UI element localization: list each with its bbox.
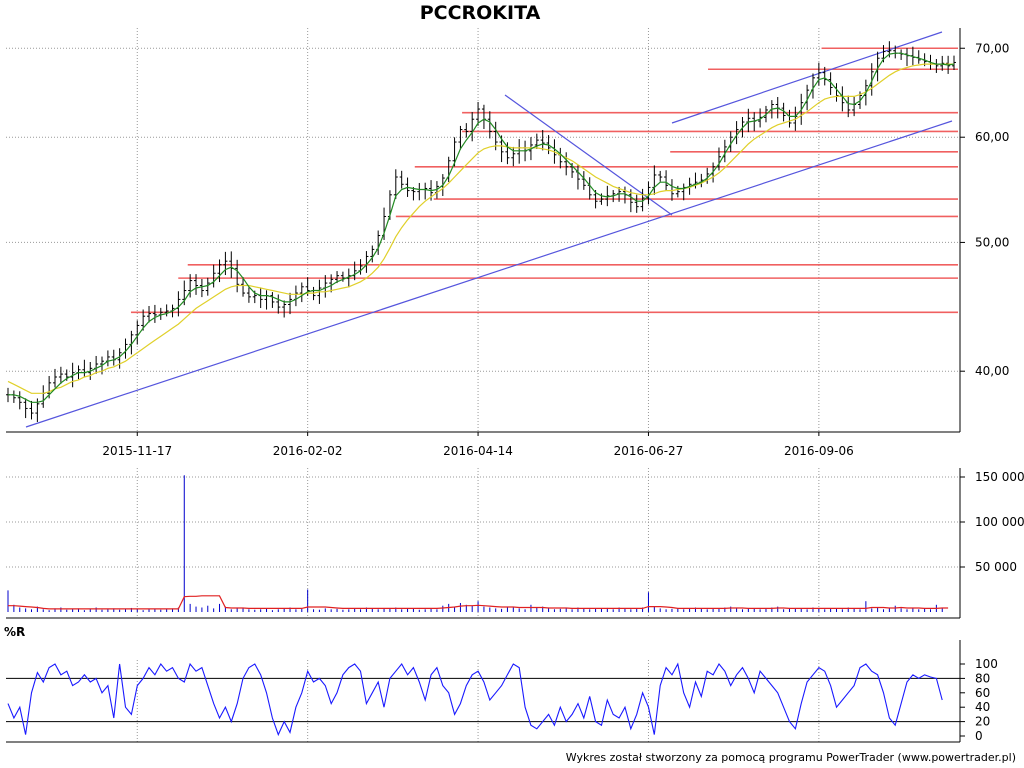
williams-r-label: %R — [4, 625, 25, 639]
footer-credit: Wykres został stworzony za pomocą progra… — [566, 751, 1016, 764]
williams-r-tick-label: 60 — [975, 686, 990, 700]
x-tick-label: 2016-06-27 — [614, 444, 684, 458]
volume-y-tick-label: 50 000 — [975, 560, 1017, 574]
y-tick-label: 40,00 — [975, 364, 1009, 378]
williams-r-tick-label: 100 — [975, 657, 998, 671]
chart-title: PCCROKITA — [420, 2, 541, 24]
x-tick-label: 2016-02-02 — [273, 444, 343, 458]
williams-r-tick-label: 80 — [975, 671, 990, 685]
y-tick-label: 60,00 — [975, 130, 1009, 144]
y-tick-label: 70,00 — [975, 41, 1009, 55]
williams-r-line — [7, 662, 943, 737]
moving-average-fast-line — [8, 52, 955, 403]
volume-panel: 50 000 100 000 150 000 — [6, 468, 1024, 619]
y-tick-label: 50,00 — [975, 235, 1009, 249]
williams-r-tick-label: 20 — [975, 715, 990, 729]
x-tick-label: 2016-04-14 — [443, 444, 513, 458]
volume-y-tick-label: 150 000 — [975, 470, 1024, 484]
williams-r-tick-label: 40 — [975, 700, 990, 714]
uptrend-line — [25, 120, 953, 428]
price-panel: 2015-11-17 2016-02-02 2016-04-14 2016-06-27… — [6, 28, 1009, 742]
volume-y-tick-label: 100 000 — [975, 515, 1024, 529]
volume-average-line — [8, 595, 949, 610]
channel-line — [671, 31, 943, 124]
x-tick-label: 2015-11-17 — [102, 444, 172, 458]
x-tick-label: 2016-09-06 — [784, 444, 854, 458]
moving-average-slow-line — [7, 63, 954, 394]
williams-r-tick-label: 0 — [975, 729, 983, 743]
